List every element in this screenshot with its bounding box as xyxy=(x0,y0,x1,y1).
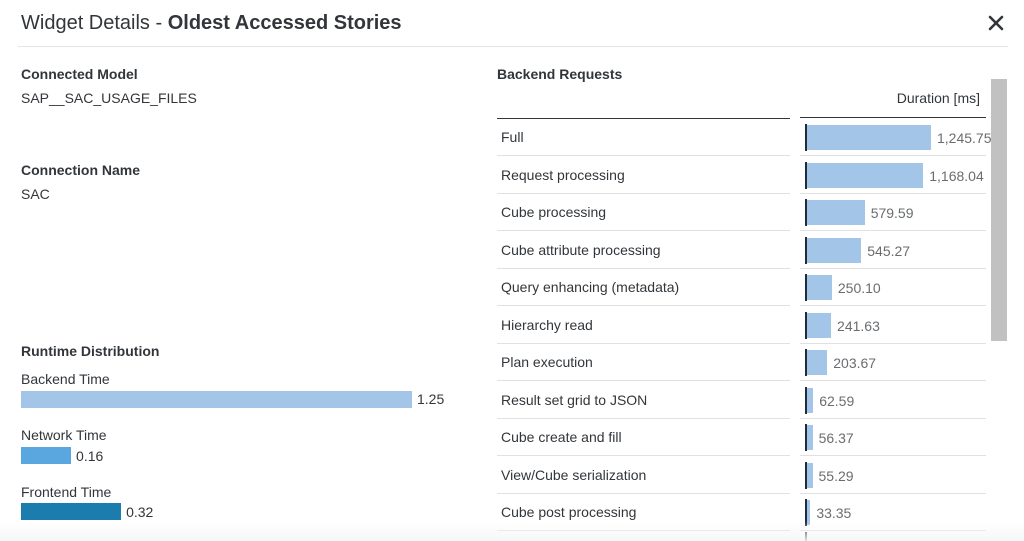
request-name: Request processing xyxy=(497,157,790,194)
duration-column-header[interactable]: Duration [ms] xyxy=(800,83,986,118)
duration-cell: 241.63 xyxy=(800,307,986,344)
table-row[interactable]: Cube create and fill 56.37 xyxy=(497,419,986,456)
close-button[interactable] xyxy=(984,11,1008,35)
table-row[interactable]: Request processing 1,168.04 xyxy=(497,157,986,194)
duration-value: 241.63 xyxy=(837,317,880,334)
duration-bar xyxy=(807,162,924,188)
backend-time-bar xyxy=(21,391,412,408)
scrollbar-thumb[interactable] xyxy=(991,79,1007,341)
duration-axis-line xyxy=(805,161,807,189)
close-icon xyxy=(988,15,1004,31)
backend-requests-table: Duration [ms] Full 1,245.75 Request proces… xyxy=(497,83,992,541)
duration-bar xyxy=(807,350,828,375)
table-row[interactable]: Cube post processing 33.35 xyxy=(497,494,986,531)
table-row[interactable]: Full 1,245.75 xyxy=(497,119,992,156)
dialog-title: Widget Details - Oldest Accessed Stories xyxy=(21,12,402,35)
request-name: Cube post processing xyxy=(497,494,790,531)
duration-column-header-label: Duration [ms] xyxy=(896,90,980,106)
network-time-value: 0.16 xyxy=(76,448,104,464)
duration-bar xyxy=(807,425,813,450)
table-row[interactable]: View/Cube serialization 55.29 xyxy=(497,457,986,494)
request-name: Plan execution xyxy=(497,344,790,381)
table-row[interactable]: Result set grid to JSON 62.59 xyxy=(497,382,986,419)
request-name: Hierarchy read xyxy=(497,307,790,344)
duration-bar xyxy=(807,275,832,300)
duration-cell: 55.29 xyxy=(800,457,986,494)
duration-value: 1,168.04 xyxy=(929,167,984,184)
duration-axis-line xyxy=(805,311,807,339)
duration-axis-line xyxy=(805,236,807,264)
duration-cell: 33.35 xyxy=(800,494,986,531)
duration-cell: 1,245.75 xyxy=(800,119,992,156)
duration-cell: 579.59 xyxy=(800,194,986,231)
dialog-title-prefix: Widget Details - xyxy=(21,12,168,34)
duration-value: 203.67 xyxy=(833,355,877,371)
request-name: Cube attribute processing xyxy=(497,232,790,269)
request-name: Query enhancing (metadata) xyxy=(497,269,790,306)
connection-name-value: SAC xyxy=(21,186,50,202)
name-column-header-line xyxy=(497,118,790,119)
backend-requests-title: Backend Requests xyxy=(497,66,623,82)
frontend-time-bar xyxy=(21,503,122,520)
header-divider xyxy=(18,46,1008,47)
chart-axis-continuation xyxy=(805,532,807,541)
duration-value: 250.10 xyxy=(837,280,881,296)
backend-time-value: 1.25 xyxy=(417,391,445,407)
duration-value: 1,245.75 xyxy=(937,130,992,146)
duration-axis-line xyxy=(805,349,807,376)
network-time-bar xyxy=(21,447,72,464)
runtime-distribution-title: Runtime Distribution xyxy=(21,343,160,359)
dialog-title-widget-name: Oldest Accessed Stories xyxy=(167,12,402,34)
duration-axis-line xyxy=(805,499,807,526)
duration-bar xyxy=(807,125,931,150)
duration-bar xyxy=(807,200,865,225)
duration-bar xyxy=(807,462,813,488)
connection-name-label: Connection Name xyxy=(21,162,141,178)
table-row[interactable]: Cube attribute processing 545.27 xyxy=(497,232,986,269)
duration-bar xyxy=(807,387,814,413)
frontend-time-value: 0.32 xyxy=(126,504,154,520)
duration-value: 579.59 xyxy=(870,205,914,221)
duration-axis-line xyxy=(805,461,807,489)
duration-axis-line xyxy=(805,424,807,451)
duration-bar xyxy=(807,237,862,263)
request-name: Result set grid to JSON xyxy=(497,382,790,419)
table-row[interactable]: Cube processing 579.59 xyxy=(497,194,986,231)
connected-model-value: SAP__SAC_USAGE_FILES xyxy=(21,90,197,106)
duration-axis-line xyxy=(805,274,807,301)
duration-cell: 56.37 xyxy=(800,419,986,456)
dialog-header: Widget Details - Oldest Accessed Stories xyxy=(0,0,1024,47)
request-name: Cube create and fill xyxy=(497,419,790,456)
connected-model-label: Connected Model xyxy=(21,66,138,82)
duration-value: 62.59 xyxy=(819,392,855,409)
table-row[interactable]: Hierarchy read 241.63 xyxy=(497,307,986,344)
duration-axis-line xyxy=(805,124,807,151)
request-name: Full xyxy=(497,119,790,156)
duration-value: 55.29 xyxy=(818,467,854,484)
table-row[interactable]: Plan execution 203.67 xyxy=(497,344,986,381)
table-row[interactable]: Query enhancing (metadata) 250.10 xyxy=(497,269,986,306)
duration-axis-line xyxy=(805,386,807,414)
duration-cell: 250.10 xyxy=(800,269,986,306)
frontend-time-label: Frontend Time xyxy=(21,484,112,500)
duration-value: 56.37 xyxy=(818,430,854,446)
network-time-label: Network Time xyxy=(21,427,107,443)
duration-bar xyxy=(807,500,811,525)
request-name: Cube processing xyxy=(497,194,790,231)
duration-cell: 545.27 xyxy=(800,232,986,269)
duration-value: 33.35 xyxy=(816,505,852,521)
backend-time-label: Backend Time xyxy=(21,371,110,387)
duration-axis-line xyxy=(805,199,807,226)
request-name: View/Cube serialization xyxy=(497,457,790,494)
duration-cell: 62.59 xyxy=(800,382,986,419)
duration-bar xyxy=(807,312,832,338)
duration-cell: 1,168.04 xyxy=(800,157,986,194)
duration-cell: 203.67 xyxy=(800,344,986,381)
duration-value: 545.27 xyxy=(867,242,911,259)
